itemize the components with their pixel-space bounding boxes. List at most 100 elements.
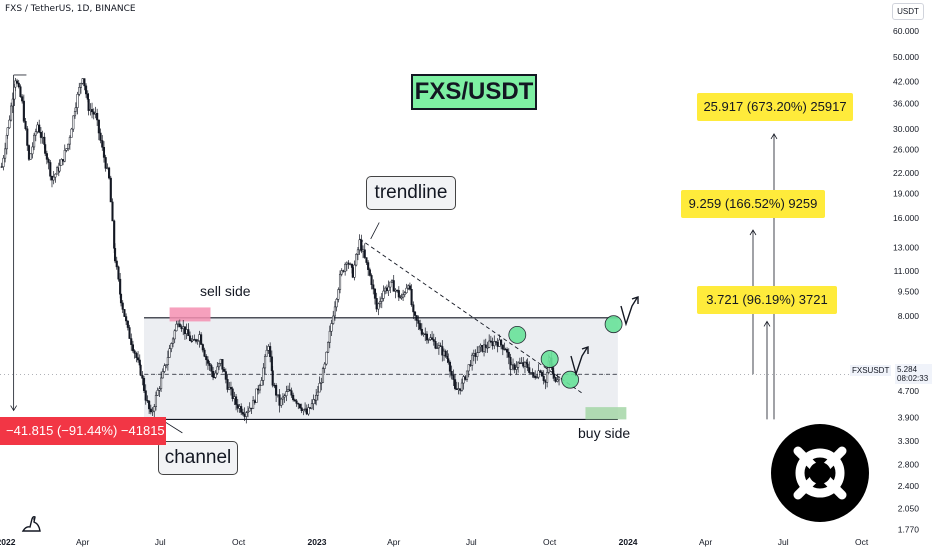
candle-body: [389, 281, 392, 288]
candle-body: [148, 400, 151, 410]
target-arrow-3-head: [763, 320, 771, 327]
candle-body: [522, 362, 525, 367]
currency-button[interactable]: USDT: [892, 3, 924, 20]
candle-body: [434, 341, 437, 349]
candle-body: [79, 83, 83, 88]
candle-body: [439, 345, 442, 347]
candle-body: [283, 395, 286, 398]
candle-body: [500, 339, 503, 346]
candle-body: [494, 341, 498, 343]
candle-body: [377, 303, 380, 310]
candle-body: [450, 370, 453, 376]
target-arrow-1-head: [770, 133, 778, 140]
projection-arrow-2-head: [631, 296, 639, 304]
candle-body: [265, 349, 268, 357]
y-tick-label-5: 26.000: [893, 144, 919, 154]
candle-body: [175, 323, 178, 332]
candle-body: [214, 372, 217, 378]
candle-body: [408, 285, 411, 290]
y-tick-label-11: 9.500: [898, 287, 920, 297]
candle-body: [540, 372, 544, 377]
candle-body: [441, 346, 444, 356]
candle-body: [460, 382, 463, 391]
candle-body: [2, 157, 5, 168]
candle-body: [228, 387, 231, 390]
candle-body: [208, 363, 211, 366]
candle-body: [556, 379, 559, 382]
candle-body: [288, 389, 291, 391]
candle-body: [332, 315, 335, 324]
candle-body: [304, 408, 307, 410]
candle-body: [539, 370, 542, 373]
candle-body: [123, 309, 126, 317]
signal-marker: [604, 315, 623, 334]
candle-body: [327, 342, 330, 353]
candle-body: [255, 388, 258, 403]
candle-body: [126, 320, 129, 328]
candle-body: [506, 349, 509, 353]
candle-body: [62, 159, 65, 162]
candle-body: [432, 339, 435, 342]
candle-body: [442, 350, 446, 356]
candle-body: [252, 400, 255, 409]
candle-body: [229, 387, 232, 390]
candle-body: [297, 403, 300, 405]
candle-body: [50, 176, 54, 181]
candle-body: [517, 362, 520, 368]
target-label-2: 9.259 (166.52%) 9259: [681, 190, 825, 218]
candle-body: [397, 290, 400, 298]
candle-body: [400, 296, 403, 299]
candle-body: [552, 373, 555, 378]
candle-body: [246, 410, 250, 413]
candle-body: [403, 292, 406, 295]
candle-body: [380, 298, 383, 302]
candle-body: [349, 263, 352, 266]
candle-body: [240, 406, 243, 413]
candle-body: [125, 316, 128, 322]
tradingview-watermark-icon[interactable]: [20, 512, 44, 534]
candle-body: [106, 167, 109, 169]
candle-body: [410, 289, 413, 306]
candle-body: [47, 159, 50, 163]
candle-body: [21, 96, 24, 102]
candle-body: [198, 334, 201, 342]
y-tick-label-7: 19.000: [893, 189, 919, 199]
candle-body: [427, 339, 430, 341]
candle-body: [496, 341, 499, 347]
price-tag-countdown: 08:02:33: [897, 374, 929, 383]
candle-body: [417, 320, 420, 324]
candle-body: [87, 99, 90, 111]
x-tick-label-11: Oct: [855, 537, 869, 547]
channel-label: channel: [158, 441, 238, 475]
frax-share-logo: [771, 424, 869, 522]
candle-body: [361, 249, 365, 252]
candle-body: [479, 345, 482, 348]
candle-body: [201, 344, 204, 351]
candle-body: [396, 289, 399, 292]
candle-body: [278, 394, 281, 406]
candle-body: [68, 137, 71, 145]
y-tick-label-9: 13.000: [893, 242, 919, 252]
candle-body: [131, 344, 134, 352]
candle-body: [38, 124, 41, 133]
candle-body: [557, 377, 561, 381]
candle-body: [29, 153, 32, 160]
candle-body: [286, 389, 290, 392]
candle-body: [528, 367, 531, 373]
candle-body: [94, 112, 97, 115]
candle-body: [63, 150, 66, 162]
candle-body: [194, 339, 198, 342]
candle-body: [92, 111, 95, 115]
candle-body: [269, 346, 272, 357]
trendline-label-pointer: [370, 222, 380, 240]
candle-body: [483, 344, 486, 352]
candle-body: [188, 335, 192, 341]
candle-body: [455, 388, 458, 390]
candle-body: [344, 264, 347, 272]
price-tag-values: 5.284 08:02:33: [895, 364, 932, 384]
candle-body: [253, 400, 256, 403]
candle-body: [22, 100, 25, 122]
candle-body: [203, 349, 206, 357]
